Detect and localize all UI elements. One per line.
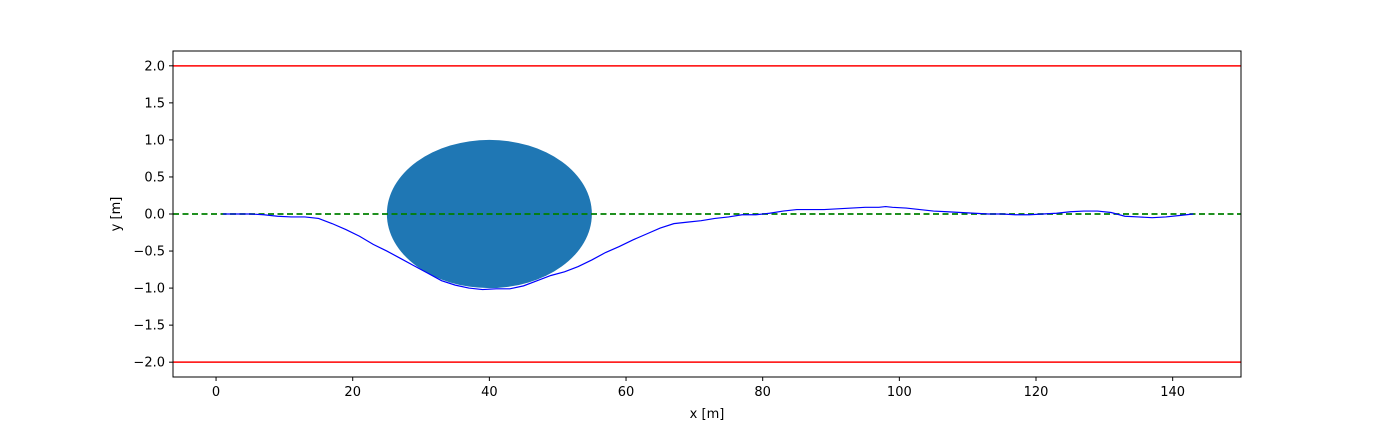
y-tick-label: 1.0 <box>144 133 165 148</box>
y-tick-label: −1.5 <box>133 319 165 334</box>
x-tick-label: 120 <box>1024 385 1049 400</box>
x-tick-label: 0 <box>212 385 220 400</box>
x-tick-label: 100 <box>887 385 912 400</box>
y-tick-label: 1.5 <box>144 96 165 111</box>
x-tick-label: 20 <box>344 385 361 400</box>
lines-layer <box>173 65 1241 363</box>
plot-content <box>173 65 1241 363</box>
x-ticks: 0 20 40 60 80 100 120 140 <box>212 377 1185 400</box>
x-tick-label: 40 <box>481 385 498 400</box>
y-tick-label: 0.0 <box>144 208 165 223</box>
y-tick-label: −0.5 <box>133 245 165 260</box>
x-tick-label: 80 <box>754 385 771 400</box>
trajectory-line <box>222 205 1194 291</box>
y-ticks: 2.0 1.5 1.0 0.5 0.0 −0.5 −1.0 −1.5 −2.0 <box>133 59 173 371</box>
y-axis-label: y [m] <box>109 197 124 232</box>
y-tick-label: −1.0 <box>133 282 165 297</box>
y-tick-label: −2.0 <box>133 356 165 371</box>
x-axis-label: x [m] <box>690 407 725 422</box>
x-tick-label: 140 <box>1160 385 1185 400</box>
y-tick-label: 0.5 <box>144 170 165 185</box>
y-tick-label: 2.0 <box>144 59 165 74</box>
x-tick-label: 60 <box>618 385 635 400</box>
